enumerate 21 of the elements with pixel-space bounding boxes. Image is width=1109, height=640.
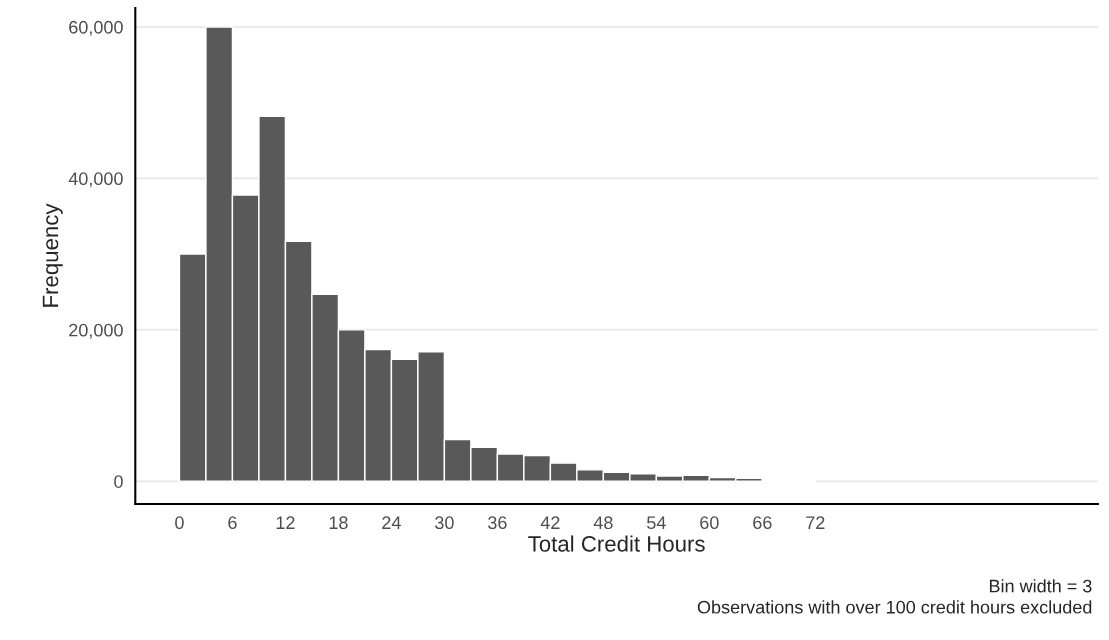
x-tick-label: 0 <box>175 516 184 530</box>
x-tick-label: 66 <box>753 516 772 530</box>
x-tick-label: 72 <box>806 516 825 529</box>
x-axis-title: Total Credit Hours <box>528 535 705 552</box>
y-tick-label: 20,000 <box>69 323 123 339</box>
x-tick-label: 18 <box>329 516 348 530</box>
y-tick-label: 0 <box>114 475 123 488</box>
x-tick-label: 12 <box>276 516 295 529</box>
x-tick-label: 60 <box>700 516 719 530</box>
x-tick-label: 48 <box>593 516 613 530</box>
text: Bin width = 3 <box>989 579 1092 593</box>
x-tick-label: 36 <box>488 516 507 530</box>
x-tick-label: 24 <box>382 516 401 529</box>
x-tick-label: 6 <box>228 516 237 530</box>
y-axis-title: Frequency <box>42 203 63 307</box>
x-tick-label: 54 <box>647 516 666 530</box>
text: Observations with over 100 credit hours excluded <box>697 600 1092 614</box>
y-tick-label: 40,000 <box>68 172 123 188</box>
x-tick-label: 30 <box>435 516 454 530</box>
y-tick-label: 60,000 <box>69 20 123 36</box>
x-tick-label: 42 <box>540 516 560 529</box>
